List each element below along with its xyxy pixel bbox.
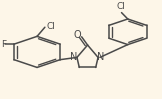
Text: Cl: Cl bbox=[46, 22, 55, 31]
Text: Cl: Cl bbox=[116, 2, 125, 11]
Text: N: N bbox=[70, 52, 77, 62]
Text: O: O bbox=[74, 30, 81, 40]
Text: N: N bbox=[97, 52, 104, 62]
Text: F: F bbox=[1, 40, 6, 49]
